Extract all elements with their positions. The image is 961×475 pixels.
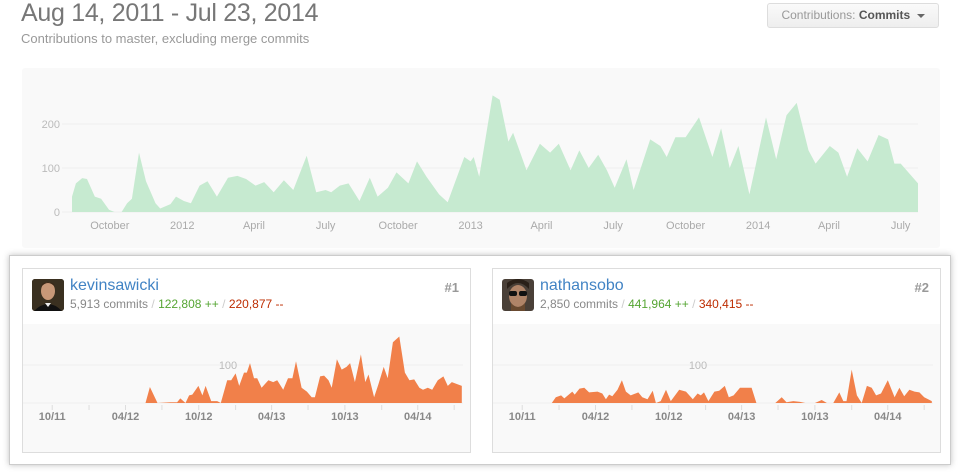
x-tick-label: 10/11 <box>509 411 536 423</box>
deletions-count: 340,415 -- <box>698 297 754 311</box>
y-tick-label: 100 <box>219 360 237 372</box>
contributor-rank: #2 <box>914 280 929 295</box>
contributor-chart-svg: 100 10/11 04/12 10/12 04/13 10/13 04/14 <box>23 336 463 423</box>
x-tick-label: 10/12 <box>655 411 683 423</box>
contributor-username-link[interactable]: kevinsawicki <box>70 277 159 294</box>
area-series <box>72 95 918 212</box>
deletions-count: 220,877 -- <box>228 297 284 311</box>
x-tick-label: 04/13 <box>728 411 756 423</box>
contributor-header: kevinsawicki 5,913 commits / 122,808 ++ … <box>23 269 470 325</box>
contributor-chart: 100 10/11 04/12 10/12 04/13 10/13 04/14 <box>23 324 470 452</box>
x-tick-label: 04/12 <box>582 411 610 423</box>
separator: / <box>222 297 226 311</box>
separator: / <box>151 297 155 311</box>
x-tick-label: 2014 <box>746 220 770 232</box>
x-tick-label: 04/12 <box>112 411 140 423</box>
commit-count: 5,913 commits <box>70 297 149 311</box>
commits-over-time-chart: 0 100 200 October 2012 April July October 2013 Ap… <box>22 68 940 248</box>
x-tick-label: April <box>818 220 840 232</box>
y-tick-label: 100 <box>689 360 707 372</box>
contributor-card: nathansobo 2,850 commits / 441,964 ++ / … <box>492 268 941 453</box>
y-tick-label: 100 <box>42 163 60 175</box>
contributor-stats: 2,850 commits / 441,964 ++ / 340,415 -- <box>540 297 754 311</box>
contributions-type-dropdown[interactable]: Contributions: Commits <box>767 3 939 28</box>
dropdown-selected: Commits <box>858 8 911 22</box>
area-series <box>503 369 932 403</box>
x-tick-label: 04/14 <box>404 411 432 423</box>
additions-count: 122,808 ++ <box>158 297 219 311</box>
x-tick-label: July <box>316 220 336 232</box>
x-tick-label: October <box>90 220 129 232</box>
x-tick-label: 2012 <box>170 220 194 232</box>
separator: / <box>692 297 696 311</box>
page-title: Aug 14, 2011 - Jul 23, 2014 <box>21 0 319 27</box>
contributor-header: nathansobo 2,850 commits / 441,964 ++ / … <box>493 269 940 325</box>
x-tick-label: April <box>530 220 552 232</box>
additions-count: 441,964 ++ <box>628 297 689 311</box>
x-tick-label: 10/12 <box>185 411 213 423</box>
avatar[interactable] <box>32 279 64 311</box>
contributors-list: kevinsawicki 5,913 commits / 122,808 ++ … <box>9 255 951 465</box>
x-tick-label: 04/13 <box>258 411 286 423</box>
x-tick-label: 10/11 <box>39 411 66 423</box>
area-series <box>33 336 462 403</box>
contributor-stats: 5,913 commits / 122,808 ++ / 220,877 -- <box>70 297 284 311</box>
separator: / <box>621 297 625 311</box>
x-tick-label: 04/14 <box>874 411 902 423</box>
dropdown-label: Contributions: <box>781 8 856 22</box>
contributor-chart-svg: 100 10/11 04/12 10/12 04/13 10/13 04/14 <box>493 360 933 423</box>
contributor-card: kevinsawicki 5,913 commits / 122,808 ++ … <box>22 268 471 453</box>
x-tick-label: October <box>379 220 418 232</box>
caret-down-icon <box>916 13 925 18</box>
main-chart-svg: 0 100 200 October 2012 April July October 2013 Ap… <box>42 95 918 232</box>
contributor-rank: #1 <box>444 280 459 295</box>
x-tick-label: April <box>243 220 265 232</box>
x-tick-label: July <box>891 220 911 232</box>
contributor-chart: 100 10/11 04/12 10/12 04/13 10/13 04/14 <box>493 324 940 452</box>
commit-count: 2,850 commits <box>540 297 619 311</box>
x-tick-label: 10/13 <box>331 411 359 423</box>
y-tick-label: 200 <box>42 119 60 131</box>
x-tick-label: 10/13 <box>801 411 829 423</box>
x-tick-label: 2013 <box>458 220 482 232</box>
x-tick-label: October <box>666 220 705 232</box>
x-tick-label: July <box>603 220 623 232</box>
contributor-username-link[interactable]: nathansobo <box>540 277 624 294</box>
page-subtitle: Contributions to master, excluding merge… <box>21 31 310 46</box>
y-tick-label: 0 <box>54 207 60 219</box>
avatar[interactable] <box>502 279 534 311</box>
